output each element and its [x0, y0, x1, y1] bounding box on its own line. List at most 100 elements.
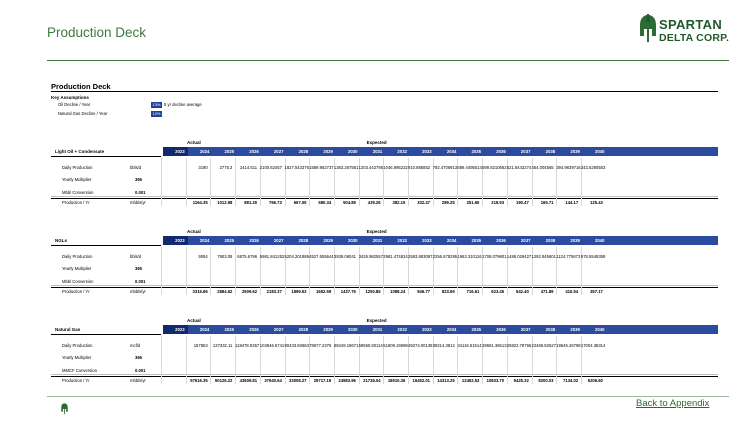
year-header: 2038: [545, 327, 556, 332]
daily-production-cell: 5981.841252: [259, 254, 285, 259]
expected-header: Expected: [366, 140, 387, 145]
year-header: 2031: [372, 238, 383, 243]
daily-production-unit: mcf/d: [130, 343, 141, 348]
year-header: 2026: [249, 238, 259, 243]
daily-production-cell: 137332.11: [212, 343, 233, 348]
year-header: 2029: [323, 327, 333, 332]
production-per-year-cell: 21736.04: [363, 378, 381, 383]
sheet-title: Production Deck: [51, 82, 111, 91]
total-row-rule: [51, 376, 718, 377]
year-header: 2030: [348, 327, 358, 332]
section-name: NGLs: [55, 238, 68, 243]
production-per-year-cell: 2509.62: [241, 289, 258, 294]
production-per-year-label: Production / Yr: [62, 289, 90, 294]
year-header: 2032: [397, 238, 407, 243]
production-per-year-cell: 2884.62: [217, 289, 233, 294]
column-divider: [333, 247, 335, 295]
year-header: 2037: [520, 327, 531, 332]
year-header: 2035: [471, 238, 482, 243]
year-header: 2037: [520, 149, 531, 154]
yearly-multiplier-value: 365: [135, 266, 142, 271]
year-header: 2028: [298, 327, 309, 332]
year-header: 2030: [348, 149, 358, 154]
year-header: 2025: [224, 238, 235, 243]
production-per-year-cell: 289.25: [441, 200, 455, 205]
column-divider: [185, 247, 187, 295]
column-divider: [235, 158, 237, 206]
production-per-year-cell: 9425.32: [513, 378, 529, 383]
production-per-year-cell: 14313.25: [437, 378, 455, 383]
year-header: 2038: [545, 149, 556, 154]
column-divider: [358, 247, 360, 295]
production-section: Actual Expected 2023 2024 2025 2026 2027 2028 20…: [51, 138, 718, 208]
year-header: 2036: [496, 149, 506, 154]
gas-decline-value[interactable]: 12%: [151, 111, 162, 117]
footer-helmet-icon: [61, 403, 68, 415]
year-header: 2027: [273, 238, 284, 243]
production-per-year-cell: 823.69: [441, 289, 455, 294]
year-header: 2031: [372, 149, 383, 154]
daily-production-cell: 343.6260553: [580, 165, 606, 170]
header-divider: [47, 60, 729, 61]
column-divider: [457, 158, 459, 206]
daily-production-cell: 19545.26798: [556, 343, 581, 348]
column-divider: [506, 158, 508, 206]
section-name-underline: [51, 156, 161, 157]
daily-production-cell: 34116.51514: [457, 343, 482, 348]
production-section: Actual Expected 2023 2024 2025 2026 2027 2028 20…: [51, 316, 718, 386]
daily-production-cell: 2593.883097: [408, 254, 433, 259]
year-header: 2026: [249, 327, 259, 332]
production-per-year-cell: 50126.22: [214, 378, 233, 383]
daily-production-cell: 1827.543376: [284, 165, 309, 170]
production-per-year-label: Production / Yr: [62, 200, 90, 205]
column-divider: [556, 336, 558, 384]
daily-production-cell: 1963.310116: [457, 254, 482, 259]
logo-text-line2: DELTA CORP.: [659, 32, 730, 44]
daily-production-cell: 68449.19671: [333, 343, 359, 348]
year-header: 2028: [298, 238, 309, 243]
daily-production-cell: 6875.6796: [237, 254, 258, 259]
daily-production-label: Daily Production: [62, 254, 93, 259]
oil-decline-value[interactable]: 13%: [151, 102, 162, 108]
production-per-year-cell: 716.61: [466, 289, 480, 294]
year-header: 2034: [446, 149, 457, 154]
column-divider: [235, 247, 237, 295]
production-per-year-cell: 24983.96: [338, 378, 356, 383]
daily-production-unit: bbls/d: [130, 254, 142, 259]
production-per-year-cell: 16452.01: [412, 378, 430, 383]
column-divider: [556, 158, 558, 206]
production-per-year-cell: 2183.37: [266, 289, 282, 294]
daily-production-cell: 2981.474824: [383, 254, 408, 259]
column-divider: [259, 158, 261, 206]
daily-production-cell: 394.9839716: [556, 165, 581, 170]
daily-production-cell: 22465.82527: [531, 343, 556, 348]
conversion-value: 0.001: [135, 368, 146, 373]
daily-production-cell: 17004.38314: [580, 343, 606, 348]
production-per-year-cell: 410.54: [565, 289, 579, 294]
production-per-year-cell: 18910.36: [387, 378, 406, 383]
column-divider: [482, 158, 484, 206]
actual-header: Actual: [187, 318, 201, 323]
column-divider: [383, 158, 385, 206]
daily-production-label: Daily Production: [62, 343, 93, 348]
production-per-year-cell: 251.65: [466, 200, 480, 205]
column-divider: [432, 336, 434, 384]
column-divider: [383, 336, 385, 384]
year-header: 2030: [348, 238, 358, 243]
daily-production-cell: 792.4706913: [432, 165, 458, 170]
year-header: 2039: [570, 327, 580, 332]
daily-production-cell: 2775.3: [219, 165, 233, 170]
column-divider: [408, 247, 409, 295]
actual-year-bar: [163, 325, 189, 334]
column-divider: [259, 247, 261, 295]
oil-decline-label: Oil Decline / Year: [58, 102, 91, 107]
production-per-year-cell: 382.15: [392, 200, 406, 205]
column-divider: [333, 158, 335, 206]
footer-divider: [47, 396, 729, 397]
production-per-year-label: Production / Yr: [62, 378, 90, 383]
year-header: 2035: [471, 327, 482, 332]
back-to-appendix-link[interactable]: Back to Appendix: [636, 398, 710, 409]
daily-production-cell: 25822.78766: [506, 343, 532, 348]
yearly-multiplier-value: 365: [135, 177, 142, 182]
year-header: 2040: [595, 327, 605, 332]
